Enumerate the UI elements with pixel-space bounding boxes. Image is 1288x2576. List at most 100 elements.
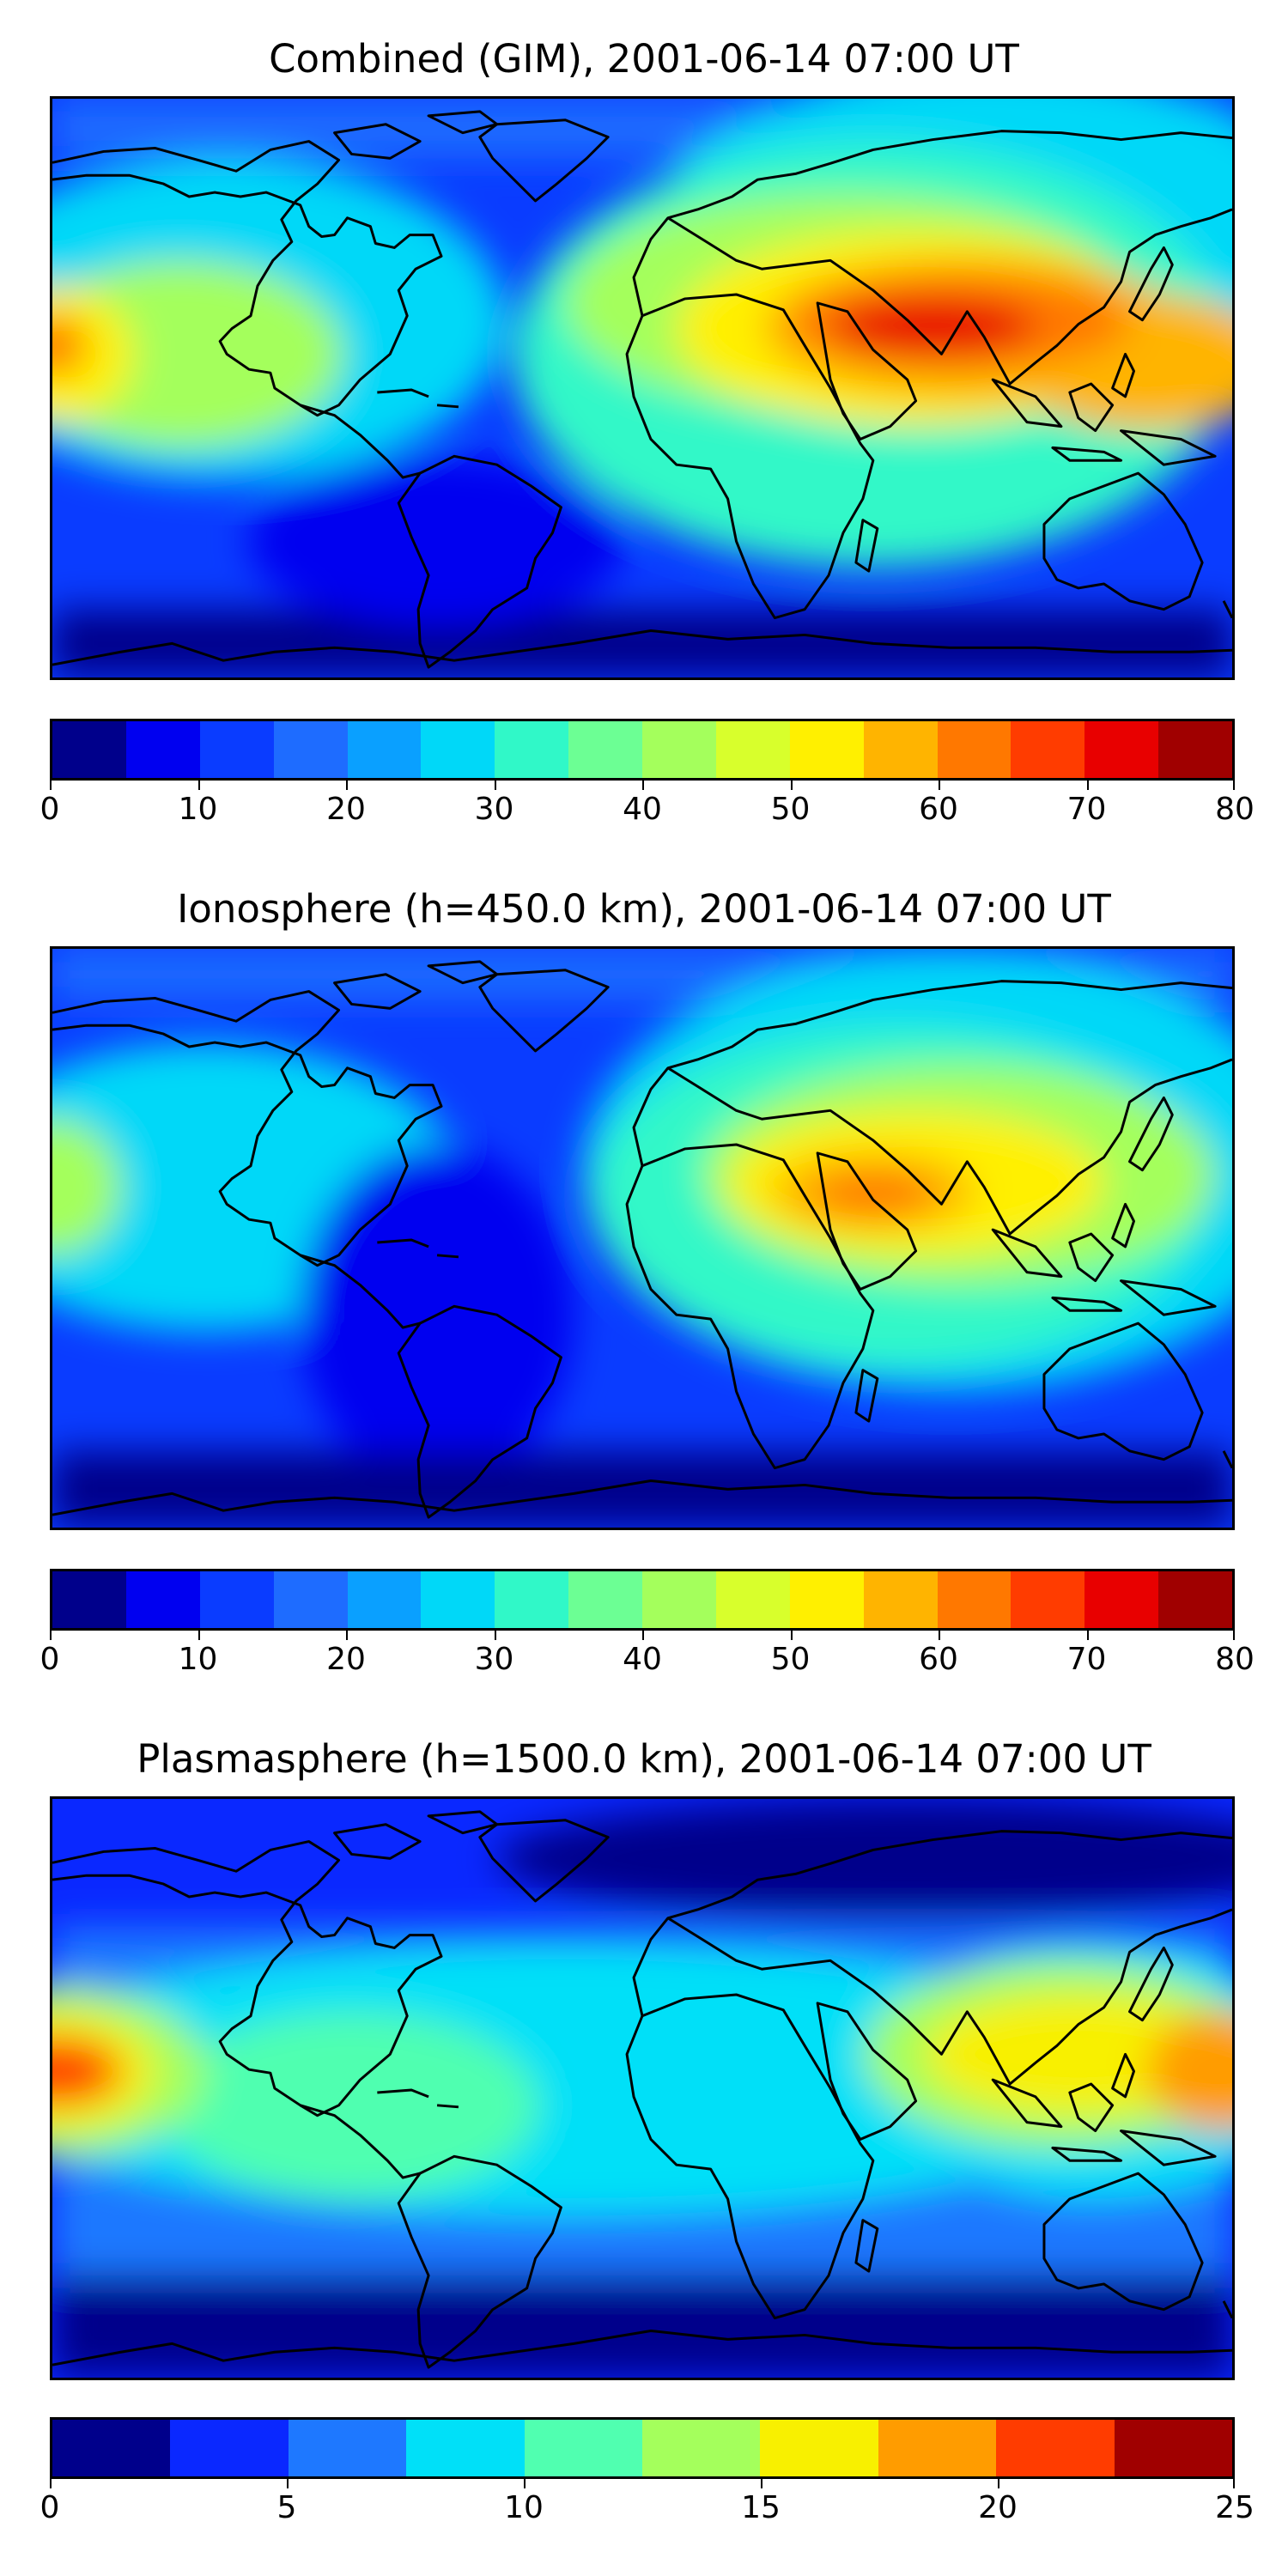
panel-title-plasmasphere: Plasmasphere (h=1500.0 km), 2001-06-14 0… (137, 1736, 1151, 1782)
colorbar-segment (1114, 2420, 1233, 2476)
colorbar-segment (1158, 1571, 1232, 1628)
colorbar-segment (1011, 1571, 1085, 1628)
colorbar-ticks-combined: 0 10 20 30 40 50 60 70 80 (40, 781, 1255, 832)
colorbar-tick (642, 1631, 644, 1640)
colorbar-tick (287, 2479, 289, 2488)
colorbar-tick (761, 2479, 762, 2488)
colorbar-tick-label: 20 (326, 792, 366, 827)
colorbar-tick-label: 0 (39, 2490, 60, 2525)
colorbar-segment (524, 2420, 643, 2476)
colorbar-combined (50, 719, 1235, 781)
map-canvas-plasmasphere (52, 1799, 1232, 2378)
colorbar-segment (789, 721, 864, 778)
colorbar-tick (998, 2479, 999, 2488)
colorbar-segment (863, 721, 938, 778)
colorbar-tick (50, 1631, 52, 1640)
colorbar-tick-label: 10 (178, 1642, 218, 1677)
colorbar-tick (346, 781, 348, 790)
colorbar-segment (421, 721, 495, 778)
colorbar-segment (642, 2420, 761, 2476)
colorbar-tick-label: 30 (474, 792, 514, 827)
colorbar-tick-label: 30 (474, 1642, 514, 1677)
colorbar-plasmasphere (50, 2417, 1235, 2479)
colorbar-segment (421, 1571, 495, 1628)
colorbar-segment (568, 1571, 642, 1628)
colorbar-tick-label: 20 (978, 2490, 1018, 2525)
colorbar-segment (495, 721, 569, 778)
colorbar-segment (996, 2420, 1115, 2476)
map-canvas-ionosphere (52, 949, 1232, 1528)
panel-title-ionosphere: Ionosphere (h=450.0 km), 2001-06-14 07:0… (177, 886, 1111, 932)
colorbar-ionosphere (50, 1569, 1235, 1631)
colorbar-segment (715, 1571, 790, 1628)
colorbar-tick (939, 1631, 940, 1640)
colorbar-tick-label: 40 (623, 792, 662, 827)
colorbar-tick (1233, 1631, 1235, 1640)
colorbar-tick-label: 10 (504, 2490, 544, 2525)
colorbar-tick-label: 70 (1066, 1642, 1107, 1677)
colorbar-segment (273, 1571, 348, 1628)
colorbar-tick (642, 781, 644, 790)
colorbar-segment (1084, 1571, 1159, 1628)
colorbar-segment (568, 721, 642, 778)
colorbar-tick (1087, 781, 1089, 790)
colorbar-segment (1084, 721, 1159, 778)
colorbar-tick-label: 0 (39, 1642, 60, 1677)
colorbar-tick (346, 1631, 348, 1640)
colorbar-segment (406, 2420, 525, 2476)
colorbar-segment (347, 1571, 422, 1628)
colorbar-segment (937, 721, 1012, 778)
colorbar-tick (50, 781, 52, 790)
colorbar-tick-label: 80 (1215, 792, 1255, 827)
colorbar-tick-label: 25 (1215, 2490, 1255, 2525)
colorbar-tick-label: 80 (1215, 1642, 1255, 1677)
tec-map-combined (50, 96, 1235, 680)
colorbar-tick (495, 781, 496, 790)
colorbar-segment (642, 721, 716, 778)
colorbar-tick (939, 781, 940, 790)
colorbar-tick (495, 1631, 496, 1640)
colorbar-segment (760, 2420, 878, 2476)
colorbar-segment (273, 721, 348, 778)
colorbar-tick-label: 70 (1066, 792, 1107, 827)
colorbar-tick (791, 781, 793, 790)
panel-title-combined: Combined (GIM), 2001-06-14 07:00 UT (269, 36, 1019, 82)
colorbar-tick (198, 1631, 200, 1640)
colorbar-segment (863, 1571, 938, 1628)
colorbar-tick-label: 0 (39, 792, 60, 827)
colorbar-ticks-plasmasphere: 0 5 10 15 20 25 (40, 2479, 1255, 2530)
colorbar-segment (125, 721, 200, 778)
colorbar-segment (789, 1571, 864, 1628)
colorbar-segment (642, 1571, 716, 1628)
colorbar-tick-label: 60 (919, 792, 958, 827)
colorbar-segment (170, 2420, 289, 2476)
colorbar-segment (1158, 721, 1232, 778)
tec-map-ionosphere (50, 946, 1235, 1530)
colorbar-segment (1011, 721, 1085, 778)
colorbar-segment (937, 1571, 1012, 1628)
colorbar-tick-label: 20 (326, 1642, 366, 1677)
colorbar-tick-label: 60 (919, 1642, 958, 1677)
colorbar-segment (52, 721, 126, 778)
colorbar-tick (524, 2479, 526, 2488)
colorbar-segment (495, 1571, 569, 1628)
colorbar-tick-label: 50 (770, 792, 811, 827)
map-canvas-combined (52, 99, 1232, 677)
colorbar-segment (199, 721, 274, 778)
colorbar-segment (52, 1571, 126, 1628)
colorbar-tick (1233, 2479, 1235, 2488)
colorbar-segment (288, 2420, 407, 2476)
colorbar-tick-label: 50 (770, 1642, 811, 1677)
colorbar-segment (199, 1571, 274, 1628)
colorbar-tick (1087, 1631, 1089, 1640)
tec-map-plasmasphere (50, 1796, 1235, 2380)
colorbar-ticks-ionosphere: 0 10 20 30 40 50 60 70 80 (40, 1631, 1255, 1682)
colorbar-segment (125, 1571, 200, 1628)
colorbar-tick (198, 781, 200, 790)
colorbar-tick (50, 2479, 52, 2488)
colorbar-segment (52, 2420, 171, 2476)
colorbar-segment (715, 721, 790, 778)
colorbar-segment (347, 721, 422, 778)
colorbar-tick (1233, 781, 1235, 790)
colorbar-tick-label: 40 (623, 1642, 662, 1677)
